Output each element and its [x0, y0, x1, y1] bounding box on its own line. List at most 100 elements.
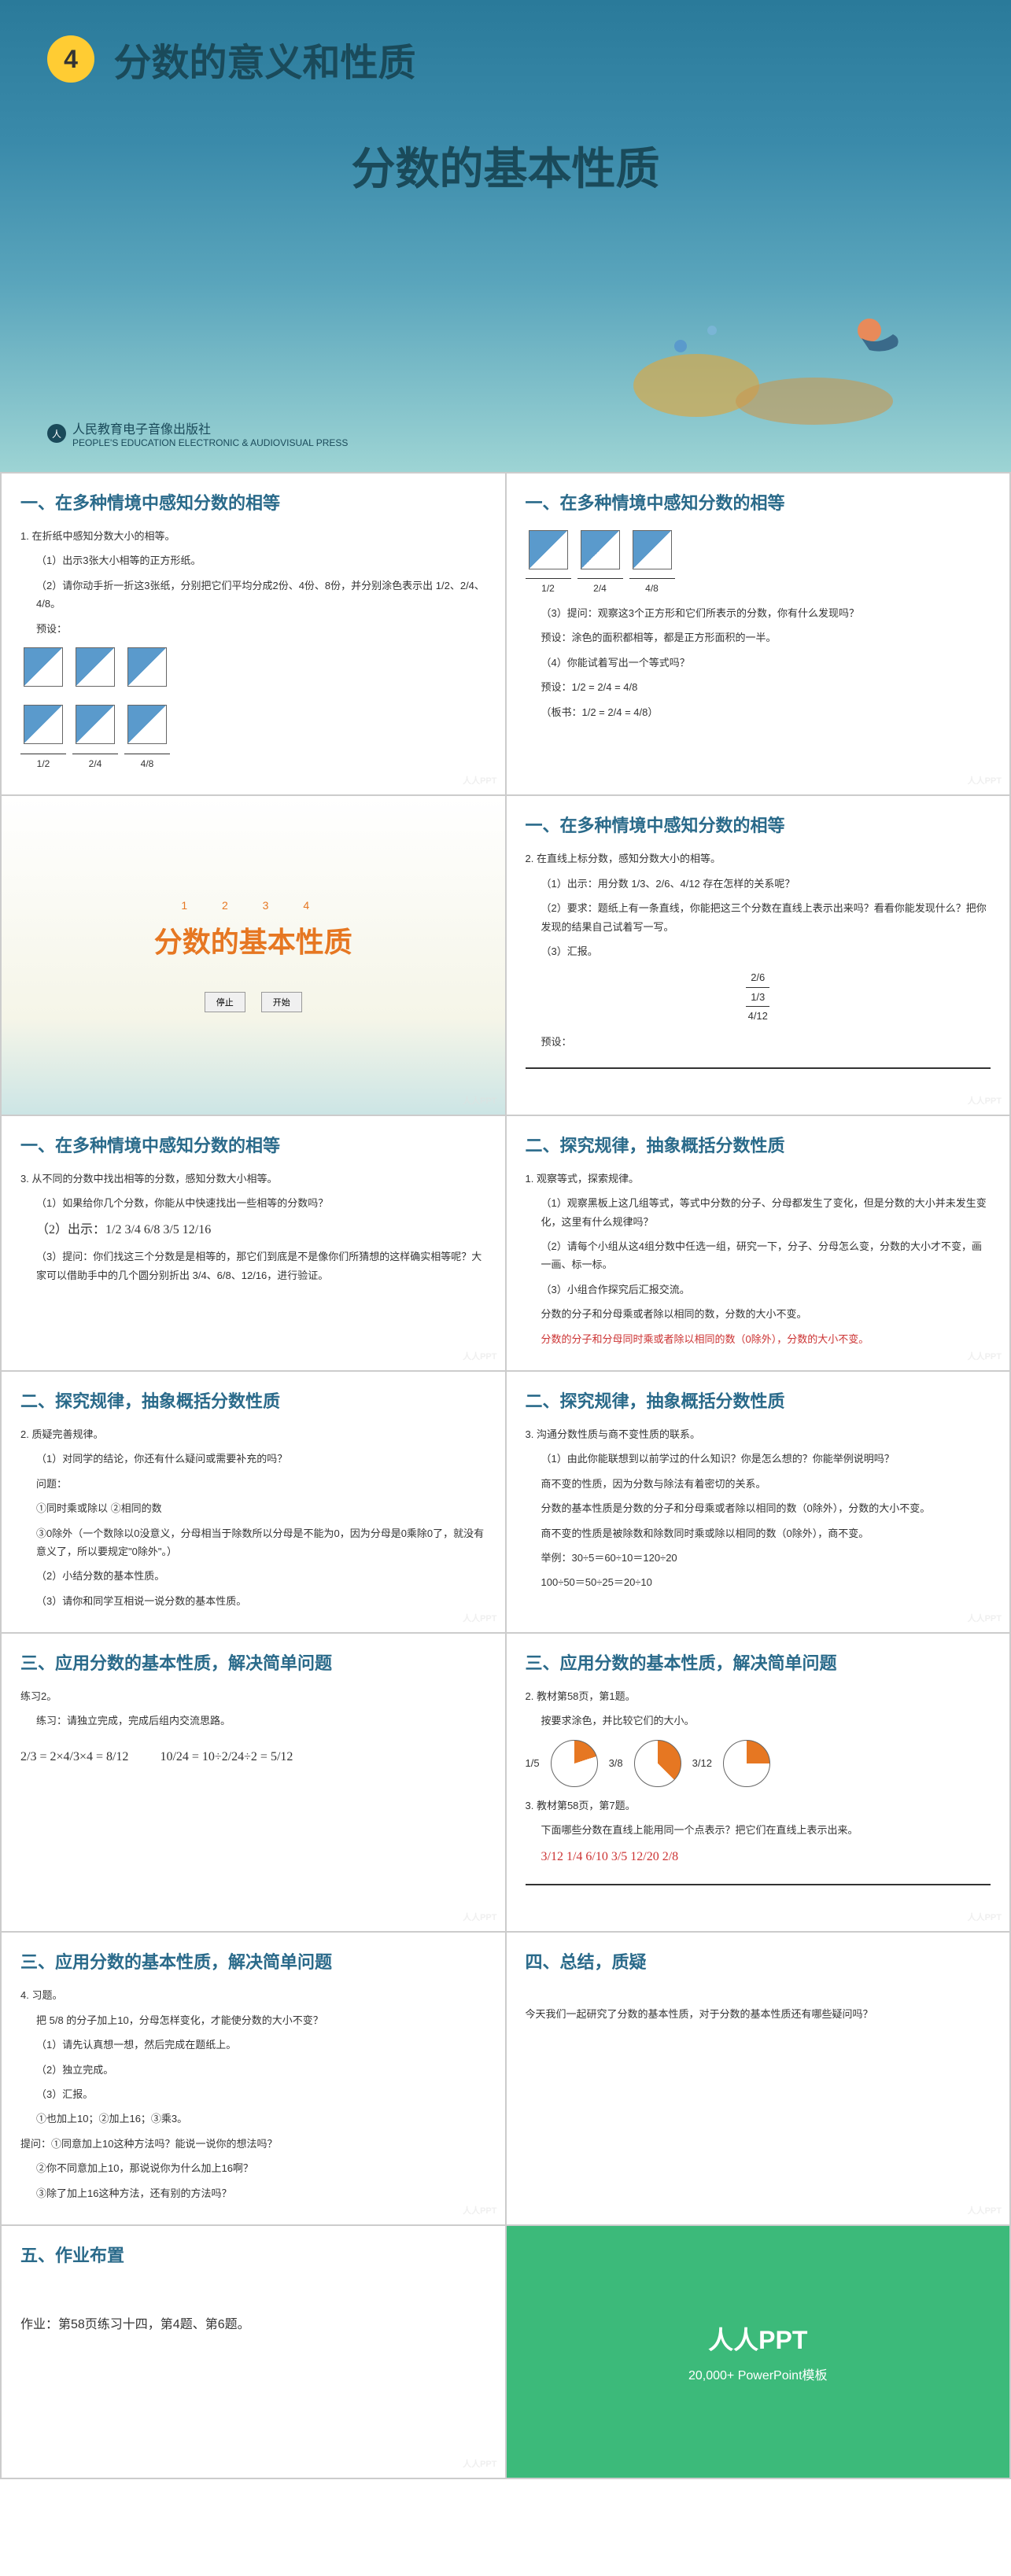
text-line: 提问：①同意加上10这种方法吗？能说一说你的想法吗？ [20, 2135, 486, 2153]
slide-heading: 三、应用分数的基本性质，解决简单问题 [526, 1649, 991, 1675]
text-line: 下面哪些分数在直线上能用同一个点表示？把它们在直线上表示出来。 [526, 1821, 991, 1839]
hero-subtitle: 分数的基本性质 [47, 134, 964, 197]
watermark: 人人PPT [968, 774, 1002, 787]
text-line: 作业：第58页练习十四，第4题、第6题。 [20, 2314, 486, 2337]
slide-7: 二、探究规律，抽象概括分数性质 2. 质疑完善规律。 （1）对同学的结论，你还有… [2, 1372, 505, 1632]
frac-list: 3/12 1/4 6/10 3/5 12/20 2/8 [526, 1846, 991, 1869]
text-line: （2）小结分数的基本性质。 [20, 1567, 486, 1585]
text-line: ③0除外（一个数除以0没意义，分母相当于除数所以分母是不能为0，因为分母是0乘除… [20, 1524, 486, 1561]
text-line: （3）请你和同学互相说一说分数的基本性质。 [20, 1592, 486, 1610]
slide-content: 作业：第58页练习十四，第4题、第6题。 [20, 2314, 486, 2337]
fraction-diagrams [20, 644, 486, 695]
text-line: （3）提问：你们找这三个分数是是相等的，那它们到底是不是像你们所猜想的这样确实相… [20, 1247, 486, 1284]
text-line: （3）小组合作探究后汇报交流。 [526, 1281, 991, 1299]
title-nums: 1 2 3 4 [181, 899, 325, 912]
pie-chart [723, 1740, 770, 1787]
text-line: ①也加上10；②加上16；③乘3。 [20, 2110, 486, 2128]
text-line: 100÷50＝50÷25＝20÷10 [526, 1573, 991, 1591]
text-line: （2）要求：题纸上有一条直线，你能把这三个分数在直线上表示出来吗？看看你能发现什… [526, 899, 991, 936]
fraction-diagrams-2: 1/2 2/4 4/8 [20, 702, 486, 772]
slide-14-brand: 人人PPT 20,000+ PowerPoint模板 [507, 2226, 1010, 2478]
brand-sub: 20,000+ PowerPoint模板 [688, 2364, 828, 2383]
frac-box [633, 530, 672, 569]
watermark: 人人PPT [968, 1350, 1002, 1362]
pie-label: 3/12 [692, 1754, 712, 1772]
slide-content: 3. 沟通分数性质与商不变性质的联系。 （1）由此你能联想到以前学过的什么知识？… [526, 1425, 991, 1592]
text-line: （1）请先认真想一想，然后完成在题纸上。 [20, 2036, 486, 2054]
slide-4: 一、在多种情境中感知分数的相等 2. 在直线上标分数，感知分数大小的相等。 （1… [507, 796, 1010, 1115]
pie-row: 1/5 3/8 3/12 [526, 1737, 991, 1790]
slide-3-title: 1 2 3 4 分数的基本性质 停止 开始 人人PPT [2, 796, 505, 1115]
frac-label: 4/8 [124, 754, 170, 773]
slide-heading: 五、作业布置 [20, 2242, 486, 2267]
text-line: 3. 沟通分数性质与商不变性质的联系。 [526, 1425, 991, 1443]
watermark: 人人PPT [968, 1612, 1002, 1624]
slide-content: 1. 在折纸中感知分数大小的相等。 （1）出示3张大小相等的正方形纸。 （2）请… [20, 527, 486, 772]
stop-button[interactable]: 停止 [205, 992, 245, 1012]
text-line: （2）出示：1/2 3/4 6/8 3/5 12/16 [20, 1219, 486, 1242]
text-line: ②你不同意加上10，那说说你为什么加上16啊？ [20, 2159, 486, 2177]
slide-6: 二、探究规律，抽象概括分数性质 1. 观察等式，探索规律。 （1）观察黑板上这几… [507, 1116, 1010, 1370]
text-line: 练习2。 [20, 1687, 486, 1705]
text-line: 1. 在折纸中感知分数大小的相等。 [20, 527, 486, 545]
equations: 2/3 = 2×4/3×4 = 8/12 10/24 = 10÷2/24÷2 =… [20, 1746, 486, 1769]
text-line: （2）请你动手折一折这3张纸，分别把它们平均分成2份、4份、8份，并分别涂色表示… [20, 577, 486, 614]
slide-heading: 三、应用分数的基本性质，解决简单问题 [20, 1948, 486, 1973]
slide-heading: 四、总结，质疑 [526, 1948, 991, 1973]
slide-2: 一、在多种情境中感知分数的相等 1/2 2/4 4/8 （3）提问：观察这3个正… [507, 474, 1010, 794]
text-line: 1. 观察等式，探索规律。 [526, 1170, 991, 1188]
slide-content: 1. 观察等式，探索规律。 （1）观察黑板上这几组等式，等式中分数的分子、分母都… [526, 1170, 991, 1348]
text-line: 2. 质疑完善规律。 [20, 1425, 486, 1443]
number-line [526, 1884, 991, 1900]
watermark: 人人PPT [968, 1094, 1002, 1107]
frac-box [76, 705, 115, 744]
title-buttons: 停止 开始 [205, 992, 302, 1012]
slide-8: 二、探究规律，抽象概括分数性质 3. 沟通分数性质与商不变性质的联系。 （1）由… [507, 1372, 1010, 1632]
text-line: （1）由此你能联想到以前学过的什么知识？你是怎么想的？你能举例说明吗？ [526, 1450, 991, 1468]
text-line: 问题： [20, 1475, 486, 1493]
text-line: 举例：30÷5＝60÷10＝120÷20 [526, 1549, 991, 1567]
slide-heading: 一、在多种情境中感知分数的相等 [20, 489, 486, 514]
text-line: （1）对同学的结论，你还有什么疑问或需要补充的吗？ [20, 1450, 486, 1468]
publisher-name: 人民教育电子音像出版社 [72, 418, 348, 437]
text-line: （4）你能试着写出一个等式吗？ [526, 654, 991, 672]
pie-chart [551, 1740, 598, 1787]
text-line: （2）独立完成。 [20, 2061, 486, 2079]
slide-content: 今天我们一起研究了分数的基本性质，对于分数的基本性质还有哪些疑问吗？ [526, 2005, 991, 2023]
sea-illustration [618, 267, 932, 425]
frac-box [127, 647, 167, 687]
watermark: 人人PPT [463, 1911, 496, 1923]
text-line: 练习：请独立完成，完成后组内交流思路。 [20, 1712, 486, 1730]
watermark: 人人PPT [463, 774, 496, 787]
frac-label: 2/4 [577, 578, 623, 598]
text-line: 2. 教材第58页，第1题。 [526, 1687, 991, 1705]
slide-11: 三、应用分数的基本性质，解决简单问题 4. 习题。 把 5/8 的分子加上10，… [2, 1933, 505, 2224]
slide-9: 三、应用分数的基本性质，解决简单问题 练习2。 练习：请独立完成，完成后组内交流… [2, 1634, 505, 1931]
watermark: 人人PPT [463, 2457, 496, 2470]
frac-label: 1/2 [20, 754, 66, 773]
frac-val: 1/3 [746, 988, 769, 1007]
pie-label: 1/5 [526, 1754, 540, 1772]
text-line: 2. 在直线上标分数，感知分数大小的相等。 [526, 849, 991, 868]
slide-heading: 二、探究规律，抽象概括分数性质 [526, 1132, 991, 1157]
text-line: 今天我们一起研究了分数的基本性质，对于分数的基本性质还有哪些疑问吗？ [526, 2005, 991, 2023]
text-line: 按要求涂色，并比较它们的大小。 [526, 1712, 991, 1730]
text-line: 预设：1/2 = 2/4 = 4/8 [526, 678, 991, 696]
frac-box [127, 705, 167, 744]
slide-content: 2. 教材第58页，第1题。 按要求涂色，并比较它们的大小。 1/5 3/8 3… [526, 1687, 991, 1900]
slide-1: 一、在多种情境中感知分数的相等 1. 在折纸中感知分数大小的相等。 （1）出示3… [2, 474, 505, 794]
slide-heading: 二、探究规律，抽象概括分数性质 [526, 1388, 991, 1413]
start-button[interactable]: 开始 [261, 992, 302, 1012]
text-line: （2）请每个小组从这4组分数中任选一组，研究一下，分子、分母怎么变，分数的大小才… [526, 1237, 991, 1274]
frac-col: 2/6 1/3 4/12 [526, 968, 991, 1025]
text-line: 分数的基本性质是分数的分子和分母乘或者除以相同的数（0除外），分数的大小不变。 [526, 1499, 991, 1517]
slide-10: 三、应用分数的基本性质，解决简单问题 2. 教材第58页，第1题。 按要求涂色，… [507, 1634, 1010, 1931]
text-line: 3. 从不同的分数中找出相等的分数，感知分数大小相等。 [20, 1170, 486, 1188]
hero-header: 4 分数的意义和性质 [47, 31, 964, 87]
slide-content: 2. 在直线上标分数，感知分数大小的相等。 （1）出示：用分数 1/3、2/6、… [526, 849, 991, 1083]
slide-content: 4. 习题。 把 5/8 的分子加上10，分母怎样变化，才能使分数的大小不变？ … [20, 1986, 486, 2202]
frac-box [581, 530, 620, 569]
slide-13: 五、作业布置 作业：第58页练习十四，第4题、第6题。 人人PPT [2, 2226, 505, 2478]
slide-heading: 二、探究规律，抽象概括分数性质 [20, 1388, 486, 1413]
frac-val: 2/6 [746, 968, 769, 987]
